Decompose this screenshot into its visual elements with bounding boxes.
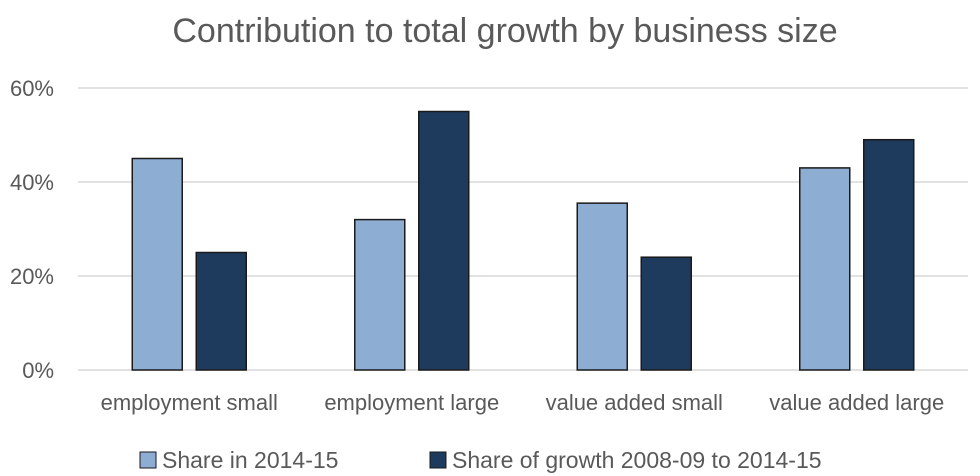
- y-tick-label: 60%: [10, 76, 54, 101]
- legend-swatch: [429, 451, 447, 469]
- legend-swatch: [139, 451, 157, 469]
- x-category-label: employment large: [324, 390, 499, 415]
- x-category-label: value added large: [769, 390, 944, 415]
- bar: [354, 218, 406, 371]
- bar: [195, 251, 247, 371]
- bar: [799, 167, 851, 371]
- legend-label: Share in 2014-15: [162, 447, 338, 473]
- bar: [576, 202, 628, 371]
- bar: [863, 138, 915, 371]
- x-category-label: employment small: [101, 390, 278, 415]
- y-tick-label: 20%: [10, 264, 54, 289]
- y-tick-label: 0%: [22, 358, 54, 383]
- x-axis-category-labels: employment small employment large value ad…: [101, 390, 945, 415]
- y-tick-label: 40%: [10, 170, 54, 195]
- x-category-label: value added small: [546, 390, 723, 415]
- bar: [418, 110, 470, 371]
- bar: [640, 256, 692, 371]
- bars: [131, 110, 915, 371]
- chart-title: Contribution to total growth by business…: [172, 12, 837, 50]
- legend-label: Share of growth 2008-09 to 2014-15: [452, 447, 822, 473]
- y-axis-tick-labels: 0% 20% 40% 60%: [10, 76, 54, 383]
- legend: Share in 2014-15 Share of growth 2008-09 …: [139, 447, 822, 473]
- bar: [131, 157, 183, 371]
